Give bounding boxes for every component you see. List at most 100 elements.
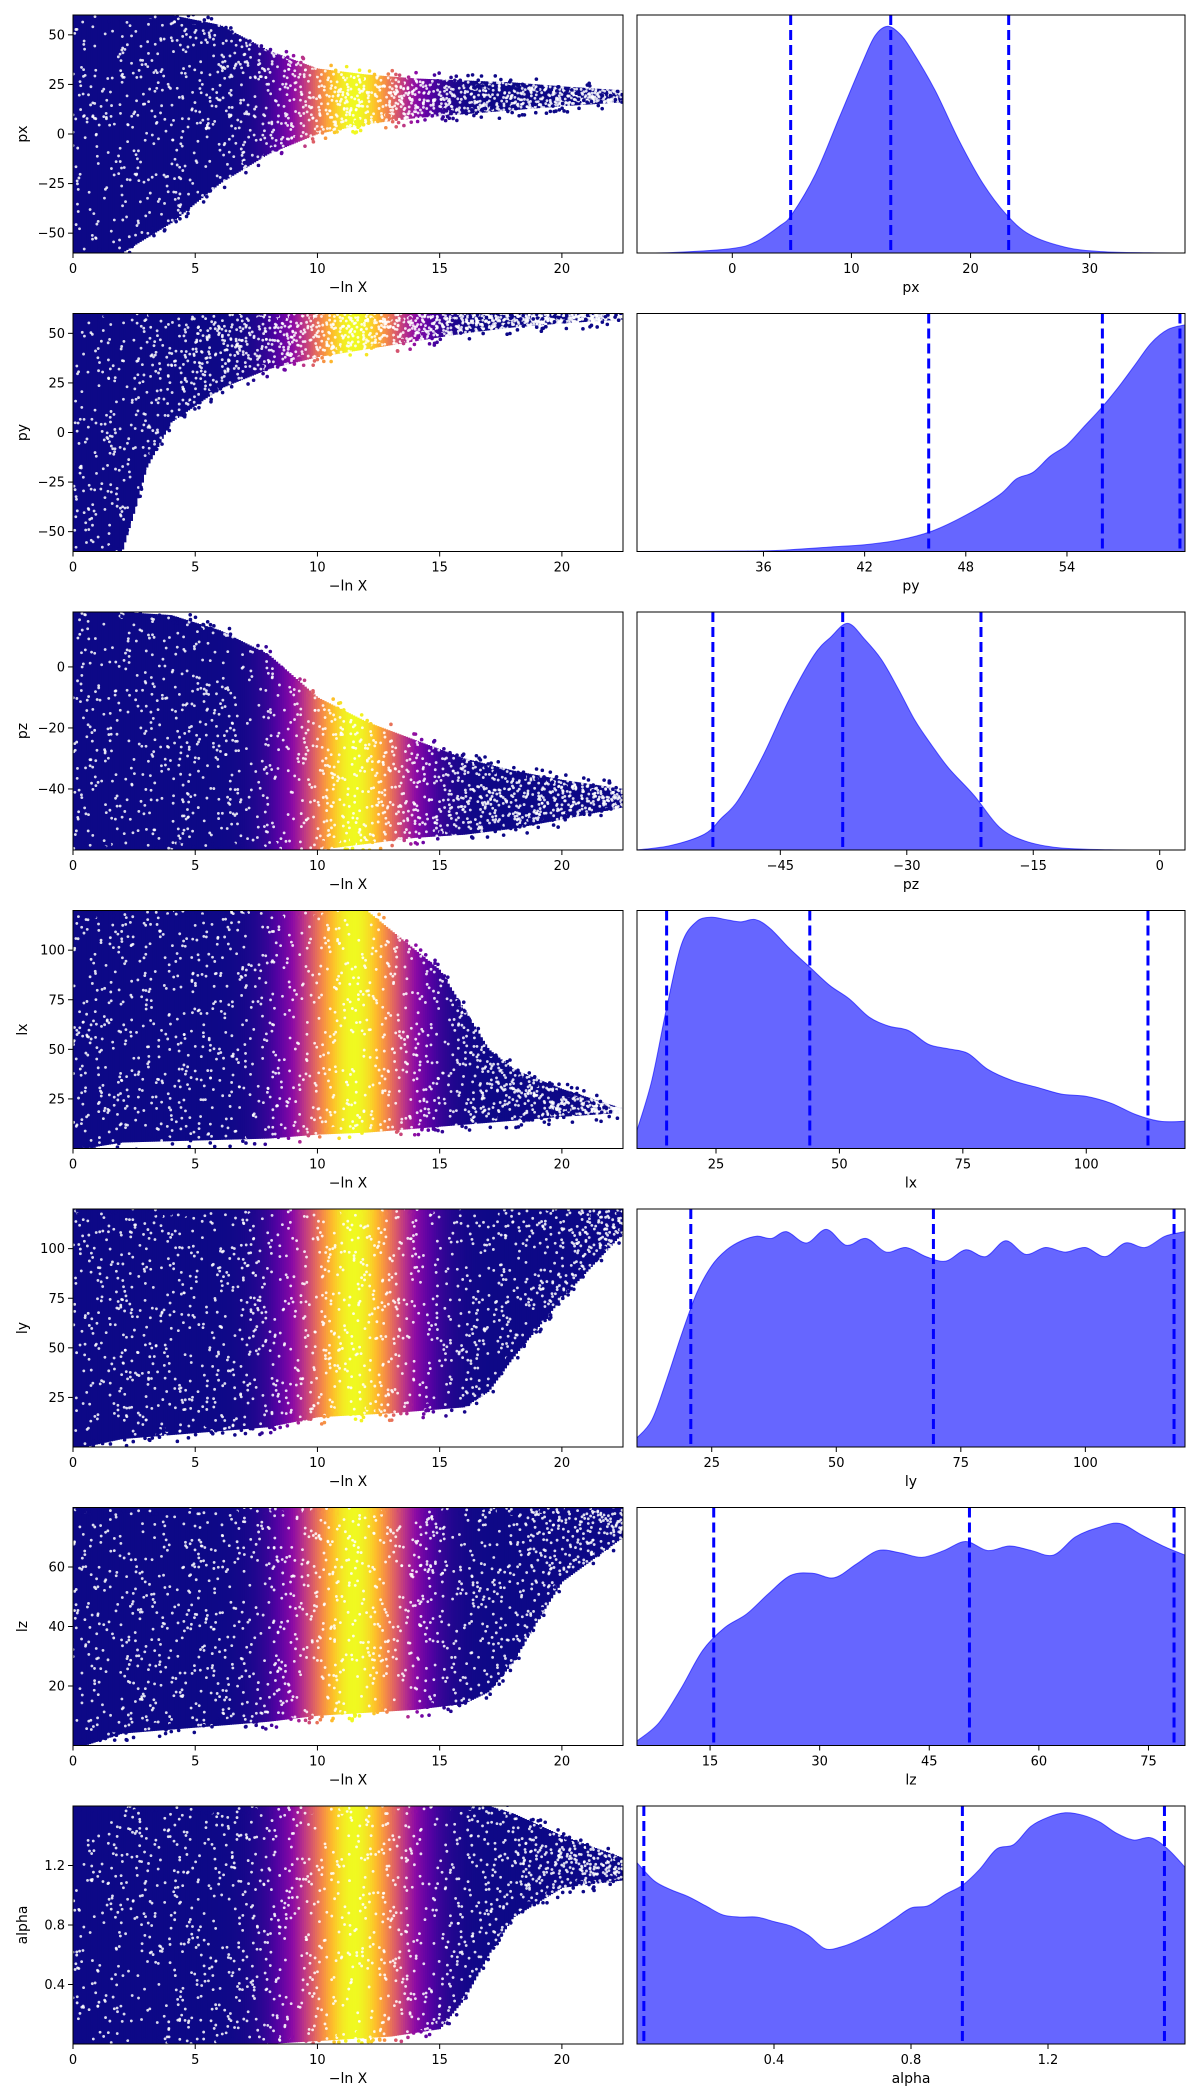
trace-pz-gap [441, 757, 444, 761]
trace-pz-gap [195, 733, 198, 737]
trace-py-gap [464, 330, 467, 334]
trace-px-sample-column [497, 81, 501, 112]
trace-px-sample-column [205, 22, 208, 195]
trace-pz-gap [225, 729, 229, 733]
trace-py-gap [244, 365, 248, 369]
trace-py-point [282, 316, 286, 321]
trace-py-sample-column [244, 313, 248, 379]
trace-px-gap [299, 134, 303, 138]
trace-py-gap [347, 341, 350, 345]
trace-py-gap [120, 510, 124, 513]
trace-px-sample-column [121, 15, 125, 253]
trace-pz-sample-column [524, 772, 527, 827]
trace-pz-gap [135, 673, 139, 677]
trace-pz-gap [326, 834, 330, 837]
trace-pz-sample-column [279, 665, 283, 850]
trace-px-gap [201, 193, 204, 197]
trace-px-gap [587, 96, 590, 99]
trace-py-gap [75, 429, 79, 433]
trace-pz-gap [384, 816, 388, 820]
trace-px-sample-column [191, 19, 195, 206]
trace-px-gap [93, 102, 97, 105]
trace-pz-gap [254, 770, 258, 773]
trace-px-gap [135, 224, 139, 227]
trace-px-gap [415, 79, 418, 83]
trace-pz-sample-column [290, 675, 294, 850]
trace-py-gap [156, 401, 160, 405]
trace-pz-gap [144, 704, 148, 708]
trace-pz-gap [153, 738, 157, 742]
trace-px-gap [131, 71, 135, 75]
trace-pz-gap [141, 688, 144, 692]
trace-py-point [356, 309, 360, 313]
trace-px-gap [79, 108, 83, 111]
trace-py-gap [244, 339, 248, 343]
trace-pz-gap [442, 798, 445, 802]
trace-px-gap [356, 74, 360, 78]
trace-py-sample-column [297, 313, 301, 362]
trace-py-gap [240, 338, 244, 342]
trace-pz-gap [326, 801, 329, 805]
trace-px-gap [311, 116, 315, 120]
trace-py-gap [220, 376, 224, 380]
trace-pz-gap [149, 788, 153, 792]
trace-pz-sample-column [594, 784, 598, 813]
trace-px-point [367, 69, 372, 73]
trace-px-gap [553, 100, 557, 104]
trace-py-point [117, 549, 122, 552]
trace-py-point [420, 332, 425, 336]
trace-py-sample-column [165, 313, 169, 431]
trace-pz-gap [193, 760, 197, 764]
trace-px-sample-column [79, 15, 83, 253]
trace-px-gap [360, 100, 364, 103]
trace-px-sample-column [458, 80, 461, 115]
trace-pz-gap [438, 800, 441, 803]
trace-py-gap [168, 351, 171, 355]
trace-py-point [470, 324, 475, 328]
trace-px-gap [293, 88, 297, 92]
trace-pz-gap [76, 636, 80, 640]
trace-pz-gap [325, 788, 329, 792]
trace-px-gap [338, 99, 342, 103]
trace-px-gap [343, 78, 347, 82]
trace-py-gap [480, 314, 484, 318]
trace-px-gap [523, 97, 526, 101]
trace-px-sample-column [484, 81, 488, 113]
trace-pz-sample-column [383, 728, 386, 842]
trace-px-gap [317, 105, 321, 109]
trace-pz-gap [114, 796, 117, 800]
trace-px-point [303, 144, 307, 148]
trace-py-gap [258, 354, 262, 358]
trace-py-gap [221, 333, 224, 337]
trace-py-gap [467, 321, 471, 325]
trace-px-point [402, 123, 406, 128]
trace-px-gap [388, 105, 392, 108]
trace-px-gap [119, 112, 122, 115]
trace-px-sample-column [143, 15, 147, 240]
trace-pz-gap [179, 751, 183, 755]
trace-py-sample-column [293, 313, 296, 363]
trace-py-point [564, 316, 568, 321]
trace-py-gap [364, 341, 368, 344]
trace-py-gap [239, 329, 243, 333]
trace-px-gap [204, 38, 208, 42]
trace-pz-gap [213, 650, 217, 654]
trace-py-gap [123, 447, 126, 451]
trace-py-gap [82, 489, 85, 493]
trace-pz-gap [526, 789, 530, 793]
trace-pz-gap [519, 784, 523, 788]
trace-px-gap [355, 83, 358, 87]
trace-px-point [382, 80, 386, 84]
trace-px-point [178, 216, 182, 221]
trace-px-point [333, 68, 338, 73]
trace-py-gap [426, 329, 430, 333]
trace-px-sample-column [385, 76, 389, 122]
trace-px-sample-column [517, 82, 521, 110]
trace-pz-gap [211, 631, 215, 635]
trace-py-gap [94, 454, 98, 458]
trace-pz-gap [194, 642, 198, 646]
trace-px-gap [523, 88, 527, 92]
trace-px-gap [179, 142, 183, 146]
trace-pz-sample-column [405, 736, 408, 839]
trace-px-gap [597, 95, 601, 99]
